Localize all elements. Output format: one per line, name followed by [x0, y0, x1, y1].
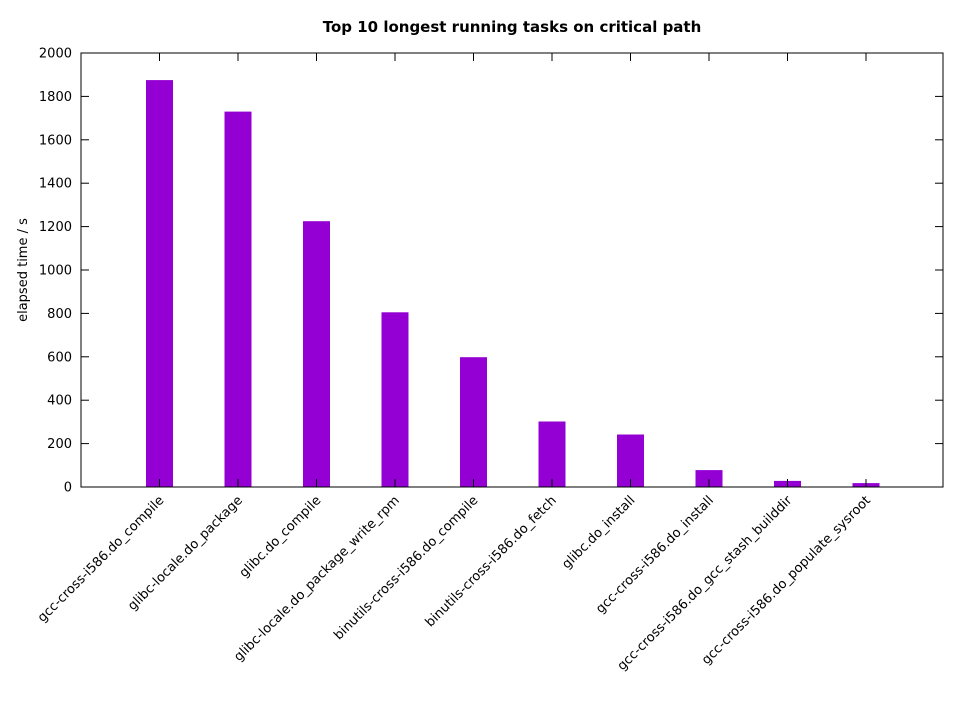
y-tick-label-8: 1600 [39, 133, 72, 148]
chart-title: Top 10 longest running tasks on critical… [323, 18, 702, 36]
x-tick-label-3: glibc.do_compile [237, 493, 325, 581]
bar-8 [695, 470, 723, 487]
y-tick-label-7: 1400 [39, 177, 72, 192]
y-axis-label: elapsed time / s [16, 218, 31, 322]
y-tick-label-2: 400 [47, 394, 72, 409]
x-tick-label-9: gcc-cross-i586.do_gcc_stash_builddir [615, 493, 796, 674]
bar-6 [538, 421, 566, 487]
bar-4 [381, 312, 409, 487]
x-tick-label-5: binutils-cross-i586.do_compile [331, 493, 481, 643]
x-tick-label-1: gcc-cross-i586.do_compile [35, 493, 167, 625]
x-tick-label-10: gcc-cross-i586.do_populate_sysroot [699, 493, 874, 668]
bar-1 [146, 80, 173, 487]
x-tick-label-6: binutils-cross-i586.do_fetch [423, 493, 560, 630]
y-tick-label-9: 1800 [39, 90, 72, 105]
y-tick-label-1: 200 [47, 437, 72, 452]
x-tick-label-4: glibc-locale.do_package_write_rpm [231, 493, 402, 664]
bar-7 [617, 434, 644, 487]
y-tick-label-6: 1200 [39, 220, 72, 235]
bar-3 [303, 221, 330, 487]
y-tick-label-5: 1000 [39, 264, 72, 279]
y-tick-label-0: 0 [64, 481, 72, 496]
plot-border [80, 52, 944, 488]
plot-area: 0 200 400 600 800 1000 1200 1400 1600 1800 2000 gcc… [35, 47, 944, 674]
bar-5 [460, 357, 487, 487]
y-tick-label-10: 2000 [39, 47, 72, 62]
y-tick-label-3: 600 [47, 350, 72, 365]
x-tick-label-7: glibc.do_install [559, 493, 638, 572]
bar-2 [224, 111, 252, 487]
y-tick-label-4: 800 [47, 307, 72, 322]
